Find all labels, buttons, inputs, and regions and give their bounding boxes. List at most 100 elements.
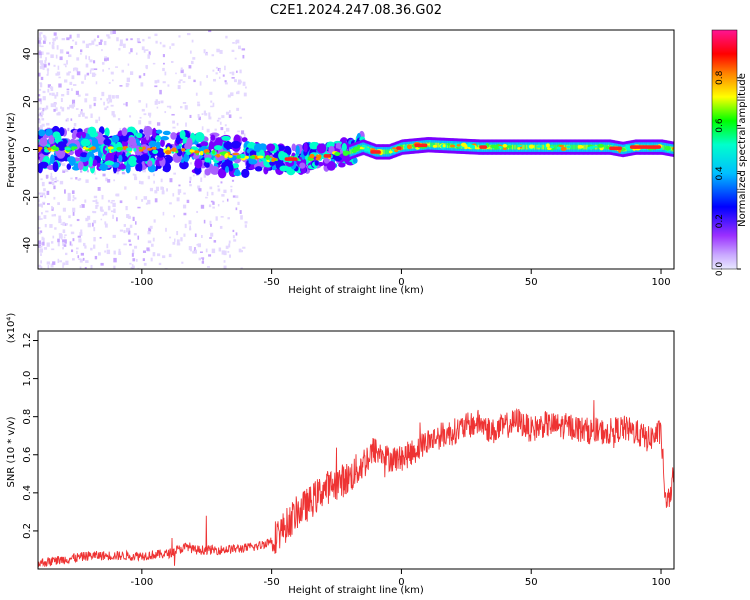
noise-cell — [74, 41, 78, 45]
noise-cell — [38, 108, 42, 111]
noise-cell — [39, 88, 42, 91]
band-core — [522, 144, 525, 150]
noise-cell — [91, 72, 96, 77]
noise-cell — [148, 120, 152, 125]
noise-cell — [197, 185, 201, 189]
noise-cell — [240, 130, 245, 135]
signal-blob — [303, 142, 308, 153]
noise-cell — [217, 117, 221, 120]
noise-cell — [180, 237, 183, 242]
noise-cell — [230, 188, 233, 193]
noise-cell — [62, 265, 64, 268]
noise-cell — [203, 219, 206, 224]
noise-cell — [62, 207, 66, 212]
noise-cell — [66, 37, 70, 41]
band-core — [432, 142, 435, 148]
noise-cell — [72, 103, 76, 107]
ridge-core — [110, 149, 115, 153]
noise-cell — [137, 206, 141, 209]
noise-cell — [58, 83, 62, 88]
band-core — [513, 144, 516, 150]
noise-cell — [150, 257, 153, 262]
noise-cell — [221, 194, 225, 197]
noise-cell — [167, 84, 170, 87]
noise-cell — [228, 243, 231, 248]
noise-cell — [107, 179, 111, 183]
signal-blob — [279, 165, 289, 172]
noise-cell — [179, 106, 183, 109]
noise-cell — [95, 177, 98, 180]
signal-blob — [225, 165, 230, 173]
noise-cell — [89, 59, 93, 63]
noise-cell — [135, 52, 138, 55]
noise-cell — [242, 246, 246, 249]
noise-cell — [118, 47, 121, 51]
signal-blob — [175, 134, 181, 145]
noise-cell — [85, 43, 90, 48]
noise-cell — [97, 252, 101, 256]
noise-cell — [46, 52, 50, 55]
noise-cell — [60, 97, 63, 103]
noise-cell — [75, 247, 79, 250]
noise-cell — [95, 201, 99, 204]
noise-cell — [67, 192, 71, 198]
noise-cell — [75, 90, 79, 95]
noise-cell — [39, 112, 43, 116]
noise-cell — [41, 212, 43, 215]
noise-cell — [123, 243, 127, 246]
ridge-core — [125, 147, 133, 152]
noise-cell — [182, 81, 186, 83]
noise-cell — [209, 237, 212, 239]
noise-cell — [47, 84, 51, 88]
noise-cell — [108, 94, 112, 100]
band-core — [436, 142, 439, 148]
y-tick-label: -40 — [22, 237, 33, 253]
noise-cell — [199, 81, 202, 86]
noise-cell — [200, 177, 203, 183]
spectrogram-ticks: -100 -50 0 50 100 -40 -20 0 20 40 — [22, 48, 671, 288]
noise-cell — [152, 252, 156, 257]
signal-blob — [326, 161, 336, 171]
noise-cell — [95, 151, 99, 155]
noise-cell — [212, 201, 215, 205]
noise-cell — [39, 32, 41, 37]
noise-cell — [101, 49, 103, 52]
noise-cell — [54, 227, 57, 230]
ridge-peak — [284, 157, 298, 161]
noise-cell — [65, 223, 68, 226]
noise-cell — [115, 66, 118, 68]
noise-cell — [61, 38, 66, 41]
noise-cell — [142, 168, 146, 173]
noise-cell — [45, 57, 47, 61]
noise-cell — [79, 205, 83, 208]
noise-cell — [171, 43, 175, 46]
noise-cell — [208, 30, 212, 33]
ridge-core — [560, 146, 567, 151]
noise-cell — [210, 200, 214, 203]
colorbar-label: Normalized spectral amplitude — [737, 73, 748, 227]
noise-cell — [141, 199, 144, 202]
noise-cell — [121, 171, 125, 175]
noise-cell — [85, 93, 89, 96]
noise-cell — [39, 83, 43, 88]
noise-cell — [38, 215, 41, 221]
noise-cell — [76, 250, 78, 255]
noise-cell — [42, 40, 46, 44]
noise-cell — [130, 38, 133, 41]
noise-cell — [82, 257, 85, 261]
noise-cell — [69, 224, 73, 227]
noise-cell — [40, 253, 42, 256]
noise-cell — [48, 181, 52, 185]
snr-ylabel: SNR (10 * v/v) — [6, 416, 17, 487]
noise-cell — [242, 54, 245, 59]
band-core — [570, 144, 573, 150]
ridge-core — [47, 147, 52, 151]
noise-cell — [145, 49, 149, 51]
noise-cell — [244, 224, 247, 228]
noise-cell — [84, 116, 88, 119]
noise-cell — [83, 242, 86, 247]
noise-cell — [41, 123, 45, 127]
noise-cell — [220, 216, 224, 218]
noise-cell — [58, 215, 62, 220]
noise-cell — [118, 248, 121, 252]
